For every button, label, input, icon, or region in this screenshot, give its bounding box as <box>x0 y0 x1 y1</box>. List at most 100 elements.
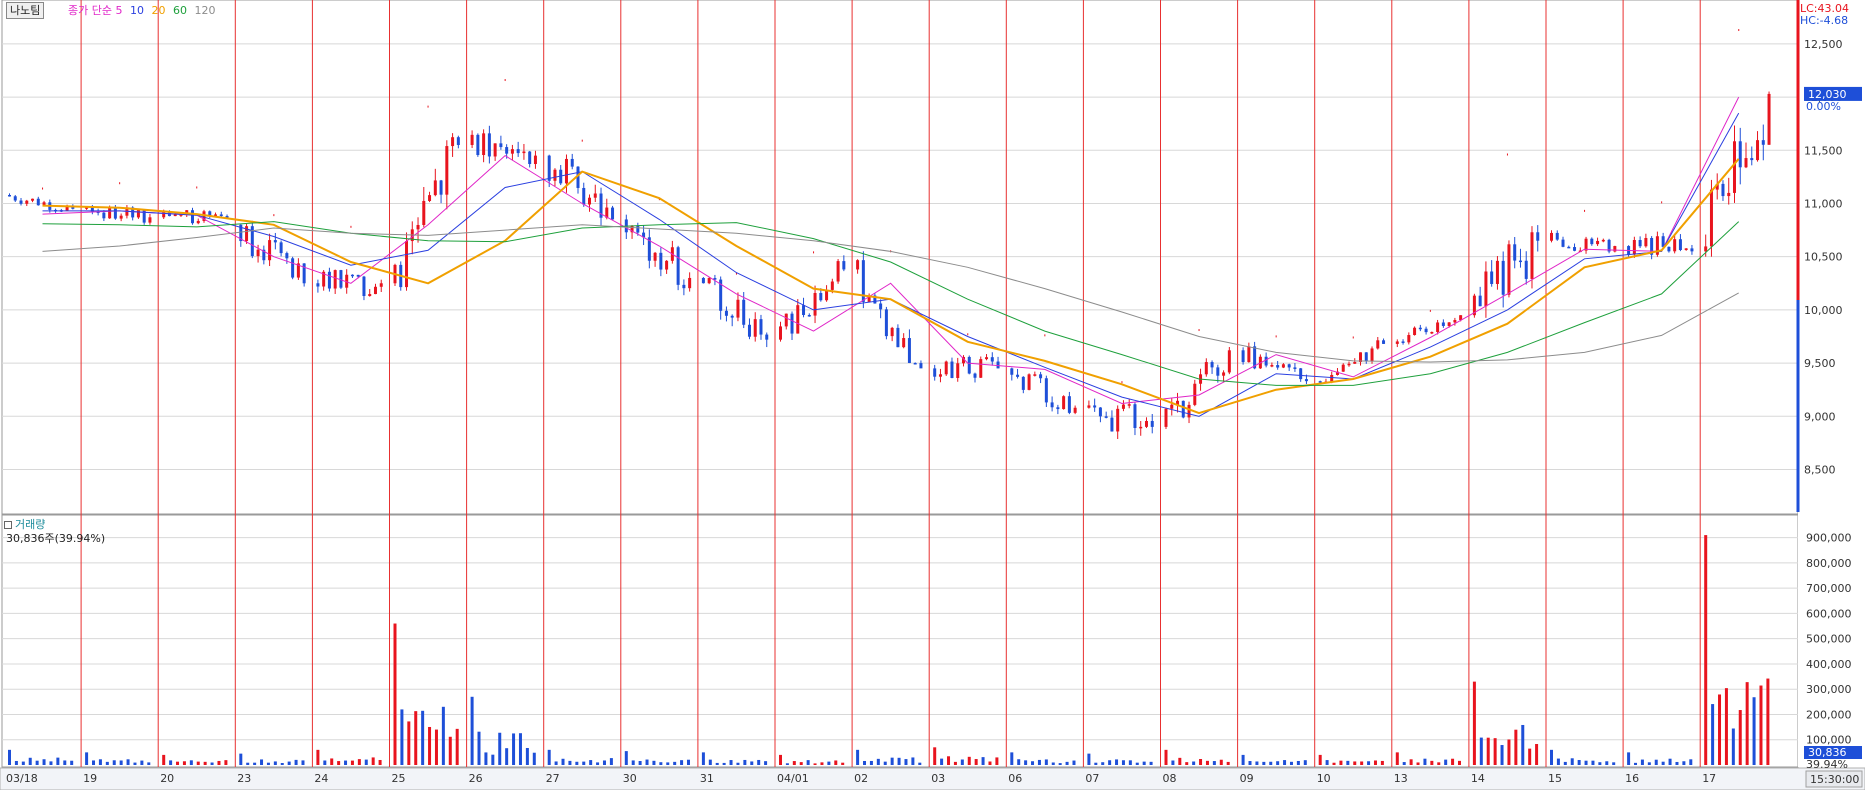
volume-bar <box>210 762 214 765</box>
candle-body <box>1395 341 1399 344</box>
candle-body <box>1744 158 1748 168</box>
volume-bar <box>532 752 536 765</box>
volume-bar <box>260 759 264 765</box>
candle-body <box>487 133 491 157</box>
ma-period-60: 60 <box>172 4 187 17</box>
volume-bar <box>820 762 824 765</box>
volume-bar <box>162 754 166 765</box>
candle-body <box>499 143 503 148</box>
date-tick-label: 04/01 <box>777 772 809 785</box>
candle-body <box>13 196 17 201</box>
volume-bar <box>357 759 361 765</box>
volume-bar <box>1094 762 1098 765</box>
candle-body <box>1073 407 1077 413</box>
candle-body <box>807 314 811 317</box>
candle-body <box>996 361 1000 369</box>
candle-body <box>753 319 757 337</box>
volume-bar <box>799 762 803 765</box>
candle-body <box>422 200 426 225</box>
volume-bar <box>940 758 944 765</box>
volume-panel-icon[interactable] <box>4 521 12 529</box>
candle-body <box>933 368 937 377</box>
volume-bar <box>1031 761 1035 765</box>
date-tick-label: 10 <box>1317 772 1331 785</box>
lc-label: LC:43.04 <box>1800 2 1850 15</box>
volume-bar <box>189 760 193 765</box>
volume-bar <box>1199 759 1203 765</box>
candle-body <box>1501 260 1505 295</box>
volume-bar <box>169 760 173 765</box>
volume-bar <box>1128 760 1132 765</box>
candle-body <box>528 151 532 165</box>
date-tick-label: 14 <box>1471 772 1485 785</box>
candle-body <box>1335 371 1339 375</box>
volume-bar <box>1101 762 1105 765</box>
volume-bar <box>561 758 565 765</box>
candle-body <box>1016 374 1020 377</box>
volume-bar <box>246 762 250 765</box>
volume-bar <box>736 762 740 765</box>
candle-body <box>1210 362 1214 368</box>
volume-bar <box>1493 738 1497 765</box>
volume-bar <box>1115 759 1119 765</box>
candle-body <box>1382 340 1386 344</box>
candle-body <box>1555 232 1559 240</box>
current-volume-pct: 39.94% <box>1806 758 1848 771</box>
candle-body <box>861 260 865 302</box>
candle-body <box>1062 396 1066 410</box>
volume-bar <box>330 758 334 765</box>
candle-body <box>19 200 23 204</box>
candle-body <box>570 158 574 167</box>
candle-body <box>873 295 877 304</box>
candle-body <box>1690 248 1694 252</box>
volume-tick-label: 500,000 <box>1806 633 1852 646</box>
candle-body <box>1133 404 1137 429</box>
candle-body <box>108 207 112 219</box>
volume-bar <box>1528 748 1532 765</box>
volume-bar <box>1584 760 1588 765</box>
volume-bar <box>1065 761 1069 765</box>
candle-body <box>1673 239 1677 252</box>
candle-body <box>302 263 306 284</box>
volume-bar <box>484 752 488 765</box>
candle-body <box>547 155 551 181</box>
candle-body <box>1596 240 1600 245</box>
candle-body <box>1561 239 1565 247</box>
volume-bar <box>1178 757 1182 765</box>
candle-body <box>1121 404 1125 409</box>
candle-body <box>1709 189 1713 247</box>
ma-line-60 <box>42 221 1740 386</box>
volume-bar <box>743 759 747 765</box>
candle-body <box>582 187 586 205</box>
candle-body <box>1193 383 1197 405</box>
candle-body <box>250 226 254 257</box>
volume-bar <box>659 762 663 765</box>
volume-bar <box>1591 760 1595 765</box>
date-tick-label: 06 <box>1008 772 1022 785</box>
candle-body <box>1704 246 1708 252</box>
volume-bar <box>301 760 305 765</box>
volume-bar <box>1164 749 1168 765</box>
volume-bar <box>1423 758 1427 765</box>
volume-bar <box>63 760 67 765</box>
stock-name-tag[interactable]: 나노팀 <box>6 2 45 19</box>
candle-body <box>1413 327 1417 336</box>
candle-body <box>516 149 520 154</box>
candle-body <box>1550 232 1553 241</box>
volume-bar <box>364 759 368 765</box>
hc-label: HC:-4.68 <box>1800 14 1849 27</box>
candle-body <box>896 327 900 348</box>
candle-body <box>985 357 989 360</box>
candle-body <box>665 260 669 270</box>
candle-body <box>813 292 817 316</box>
volume-bar <box>400 709 404 765</box>
candle-body <box>476 134 480 156</box>
volume-bar <box>1550 749 1553 765</box>
candle-body <box>559 169 563 184</box>
volume-bar <box>1486 737 1490 765</box>
candle-body <box>90 206 94 212</box>
candle-body <box>688 277 692 289</box>
candle-body <box>1127 404 1131 406</box>
candle-body <box>113 207 117 219</box>
volume-bar <box>1514 729 1518 765</box>
